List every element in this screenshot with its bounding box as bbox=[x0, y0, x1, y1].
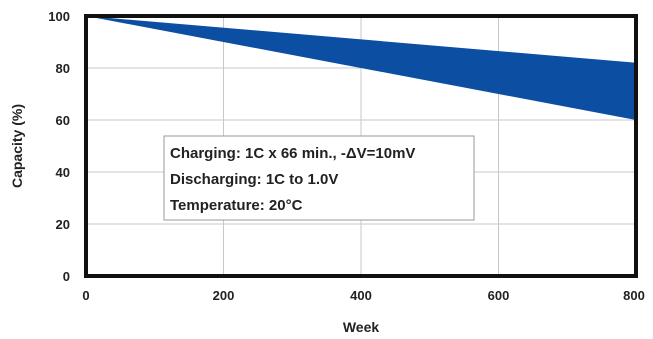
x-tick-labels: 0 200 400 600 800 bbox=[82, 288, 644, 303]
x-tick-label-200: 200 bbox=[213, 288, 235, 303]
plot-frame bbox=[84, 14, 638, 278]
charging-condition: Charging: 1C x 66 min., -ΔV=10mV bbox=[170, 145, 415, 162]
test-conditions-box-border bbox=[163, 135, 475, 221]
discharging-condition: Discharging: 1C to 1.0V bbox=[170, 171, 338, 188]
y-tick-label-80: 80 bbox=[56, 61, 70, 76]
y-tick-label-0: 0 bbox=[63, 269, 70, 284]
y-tick-label-20: 20 bbox=[56, 217, 70, 232]
y-axis-label: Capacity (%) bbox=[9, 104, 25, 188]
test-conditions-box: Charging: 1C x 66 min., -ΔV=10mV Dischar… bbox=[163, 135, 475, 221]
temperature-condition: Temperature: 20°C bbox=[170, 197, 303, 214]
x-axis-label: Week bbox=[343, 319, 380, 335]
capacity-band bbox=[86, 16, 636, 120]
x-tick-label-400: 400 bbox=[350, 288, 372, 303]
x-tick-label-600: 600 bbox=[488, 288, 510, 303]
y-tick-labels: 0 20 40 60 80 100 bbox=[48, 9, 70, 284]
x-tick-label-800: 800 bbox=[623, 288, 645, 303]
x-tick-label-0: 0 bbox=[82, 288, 89, 303]
y-tick-label-100: 100 bbox=[48, 9, 70, 24]
y-tick-label-40: 40 bbox=[56, 165, 70, 180]
y-tick-label-60: 60 bbox=[56, 113, 70, 128]
